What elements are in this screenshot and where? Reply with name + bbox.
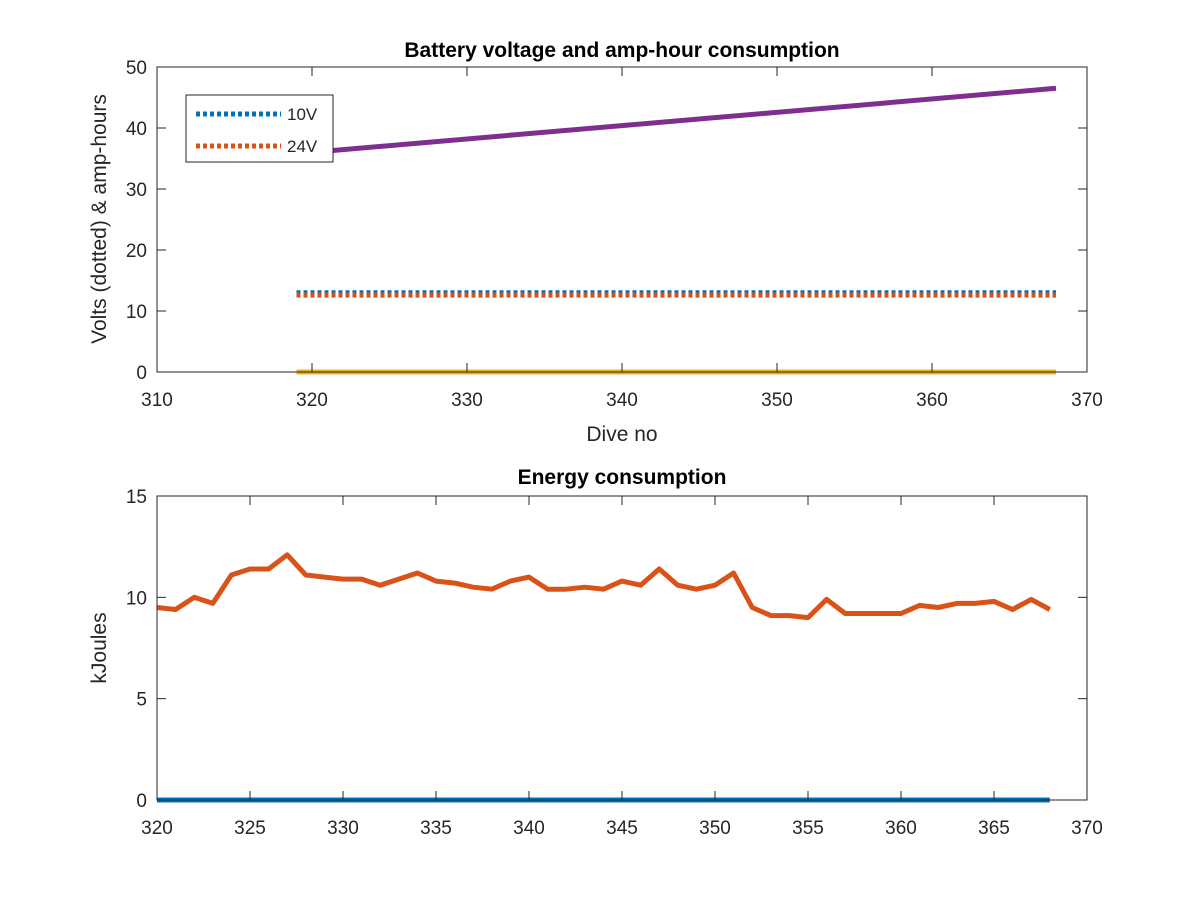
legend-label-24v: 24V — [287, 137, 318, 156]
voltage-y-axis-label: Volts (dotted) & amp-hours — [88, 94, 111, 344]
energy-axes: 320 325 330 335 340 345 350 355 360 365 370051015 … — [88, 466, 1103, 839]
voltage-x-tick-label: 330 — [451, 390, 483, 411]
voltage-chart-title: Battery voltage and amp-hour consumption — [404, 39, 839, 62]
energy-x-tick-label: 370 — [1071, 818, 1103, 839]
voltage-x-tick-label: 340 — [606, 390, 638, 411]
energy-ticks: 320 325 330 335 340 345 350 355 360 365 370 0 5 10 15 — [126, 487, 1103, 839]
energy-x-tick-label: 320 — [141, 818, 173, 839]
voltage-series-line-3 — [296, 85, 1057, 157]
energy-series-line-0 — [156, 552, 1051, 621]
energy-y-axis-label: kJoules — [88, 612, 111, 683]
energy-x-tick-label: 340 — [513, 818, 545, 839]
energy-x-tick-label: 360 — [885, 818, 917, 839]
energy-x-tick-label: 325 — [234, 818, 266, 839]
energy-x-tick-label: 355 — [792, 818, 824, 839]
energy-plot-area — [157, 496, 1087, 800]
energy-x-tick-label: 345 — [606, 818, 638, 839]
voltage-x-tick-label: 370 — [1071, 390, 1103, 411]
voltage-x-tick-label: 350 — [761, 390, 793, 411]
voltage-x-axis-label: Dive no — [586, 423, 657, 446]
voltage-y-tick-label: 10 — [126, 302, 147, 323]
energy-x-tick-label: 350 — [699, 818, 731, 839]
legend-label-10v: 10V — [287, 105, 318, 124]
energy-x-tick-label: 365 — [978, 818, 1010, 839]
voltage-x-tick-label: 310 — [141, 390, 173, 411]
voltage-y-tick-label: 30 — [126, 180, 147, 201]
energy-x-tick-label: 330 — [327, 818, 359, 839]
energy-x-tick-label: 335 — [420, 818, 452, 839]
voltage-x-tick-label: 320 — [296, 390, 328, 411]
voltage-axes: 310 320 330 340 350 360 370 0 10 20 30 40 50 Battery… — [88, 39, 1103, 446]
voltage-x-tick-label: 360 — [916, 390, 948, 411]
voltage-legend: 10V 24V — [185, 94, 334, 163]
voltage-ticks: 310 320 330 340 350 360 370 0 10 20 30 40 50 — [126, 58, 1103, 411]
energy-y-tick-label: 15 — [126, 487, 147, 508]
energy-chart-title: Energy consumption — [518, 466, 727, 489]
voltage-y-tick-label: 0 — [136, 363, 147, 384]
energy-y-tick-label: 0 — [136, 791, 147, 812]
voltage-y-tick-label: 50 — [126, 58, 147, 79]
energy-y-tick-label: 5 — [136, 690, 147, 711]
legend-box — [185, 94, 334, 163]
voltage-y-tick-label: 20 — [126, 241, 147, 262]
voltage-y-tick-label: 40 — [126, 119, 147, 140]
energy-y-tick-label: 10 — [126, 588, 147, 609]
